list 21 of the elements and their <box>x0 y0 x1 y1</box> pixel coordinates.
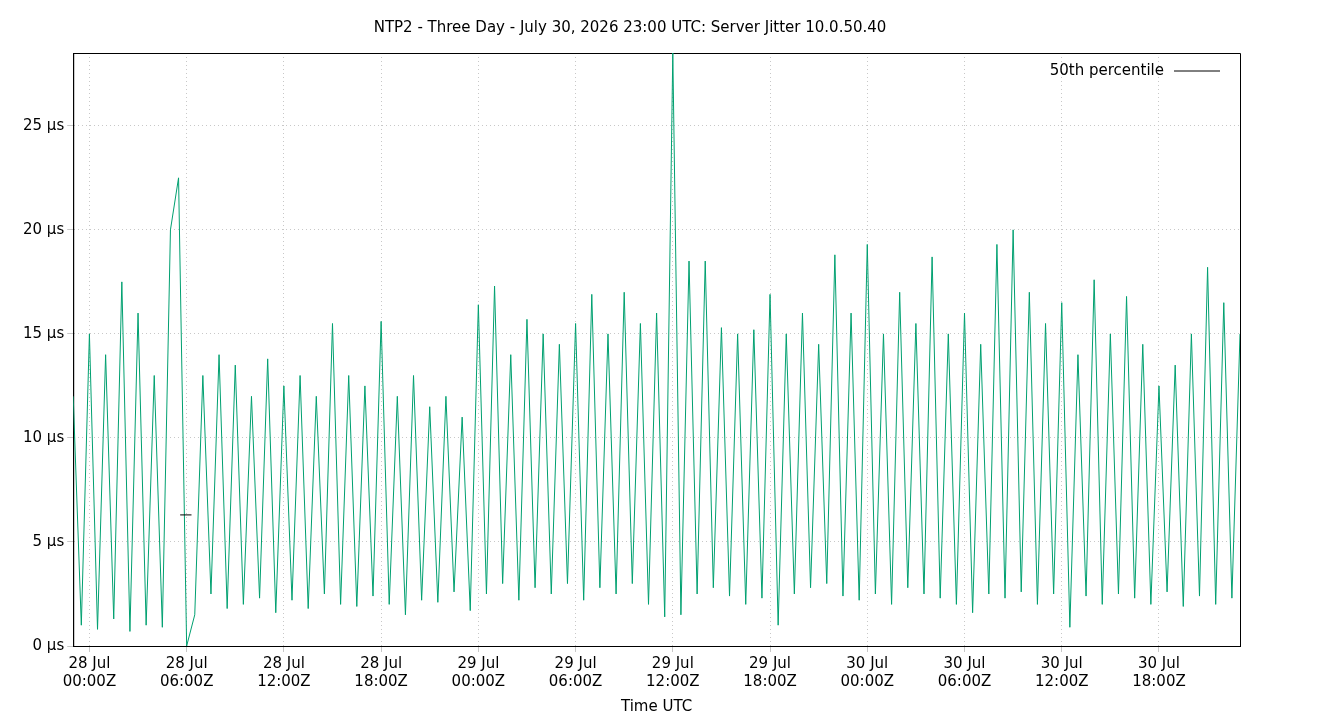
y-tick-label: 0 µs <box>32 635 65 654</box>
x-tick-label: 29 Jul 06:00Z <box>548 653 603 690</box>
y-tick-label: 20 µs <box>22 219 65 238</box>
x-tick-label: 28 Jul 06:00Z <box>159 653 214 690</box>
y-tick-label: 10 µs <box>22 427 65 446</box>
x-tick-label: 30 Jul 18:00Z <box>1132 653 1186 690</box>
x-axis-title: Time UTC <box>620 696 693 715</box>
x-tick-label: 28 Jul 12:00Z <box>257 653 311 690</box>
x-tick-label: 30 Jul 12:00Z <box>1034 653 1089 690</box>
x-tick-label: 28 Jul 18:00Z <box>354 653 408 690</box>
y-tick-label: 25 µs <box>22 115 65 134</box>
y-tick-label: 15 µs <box>22 323 65 342</box>
x-tick-label: 29 Jul 18:00Z <box>743 653 797 690</box>
x-tick-label: 30 Jul 06:00Z <box>937 653 992 690</box>
x-tick-label: 29 Jul 12:00Z <box>646 653 700 690</box>
chart-title: NTP2 - Three Day - July 30, 2026 23:00 UTC: Server Jitter 10.0.50.40 <box>373 17 887 36</box>
y-tick-label: 5 µs <box>32 531 65 550</box>
legend-label: 50th percentile <box>1049 60 1164 79</box>
x-tick-label: 28 Jul 00:00Z <box>62 653 117 690</box>
x-tick-label: 30 Jul 00:00Z <box>840 653 895 690</box>
x-tick-label: 29 Jul 00:00Z <box>451 653 506 690</box>
